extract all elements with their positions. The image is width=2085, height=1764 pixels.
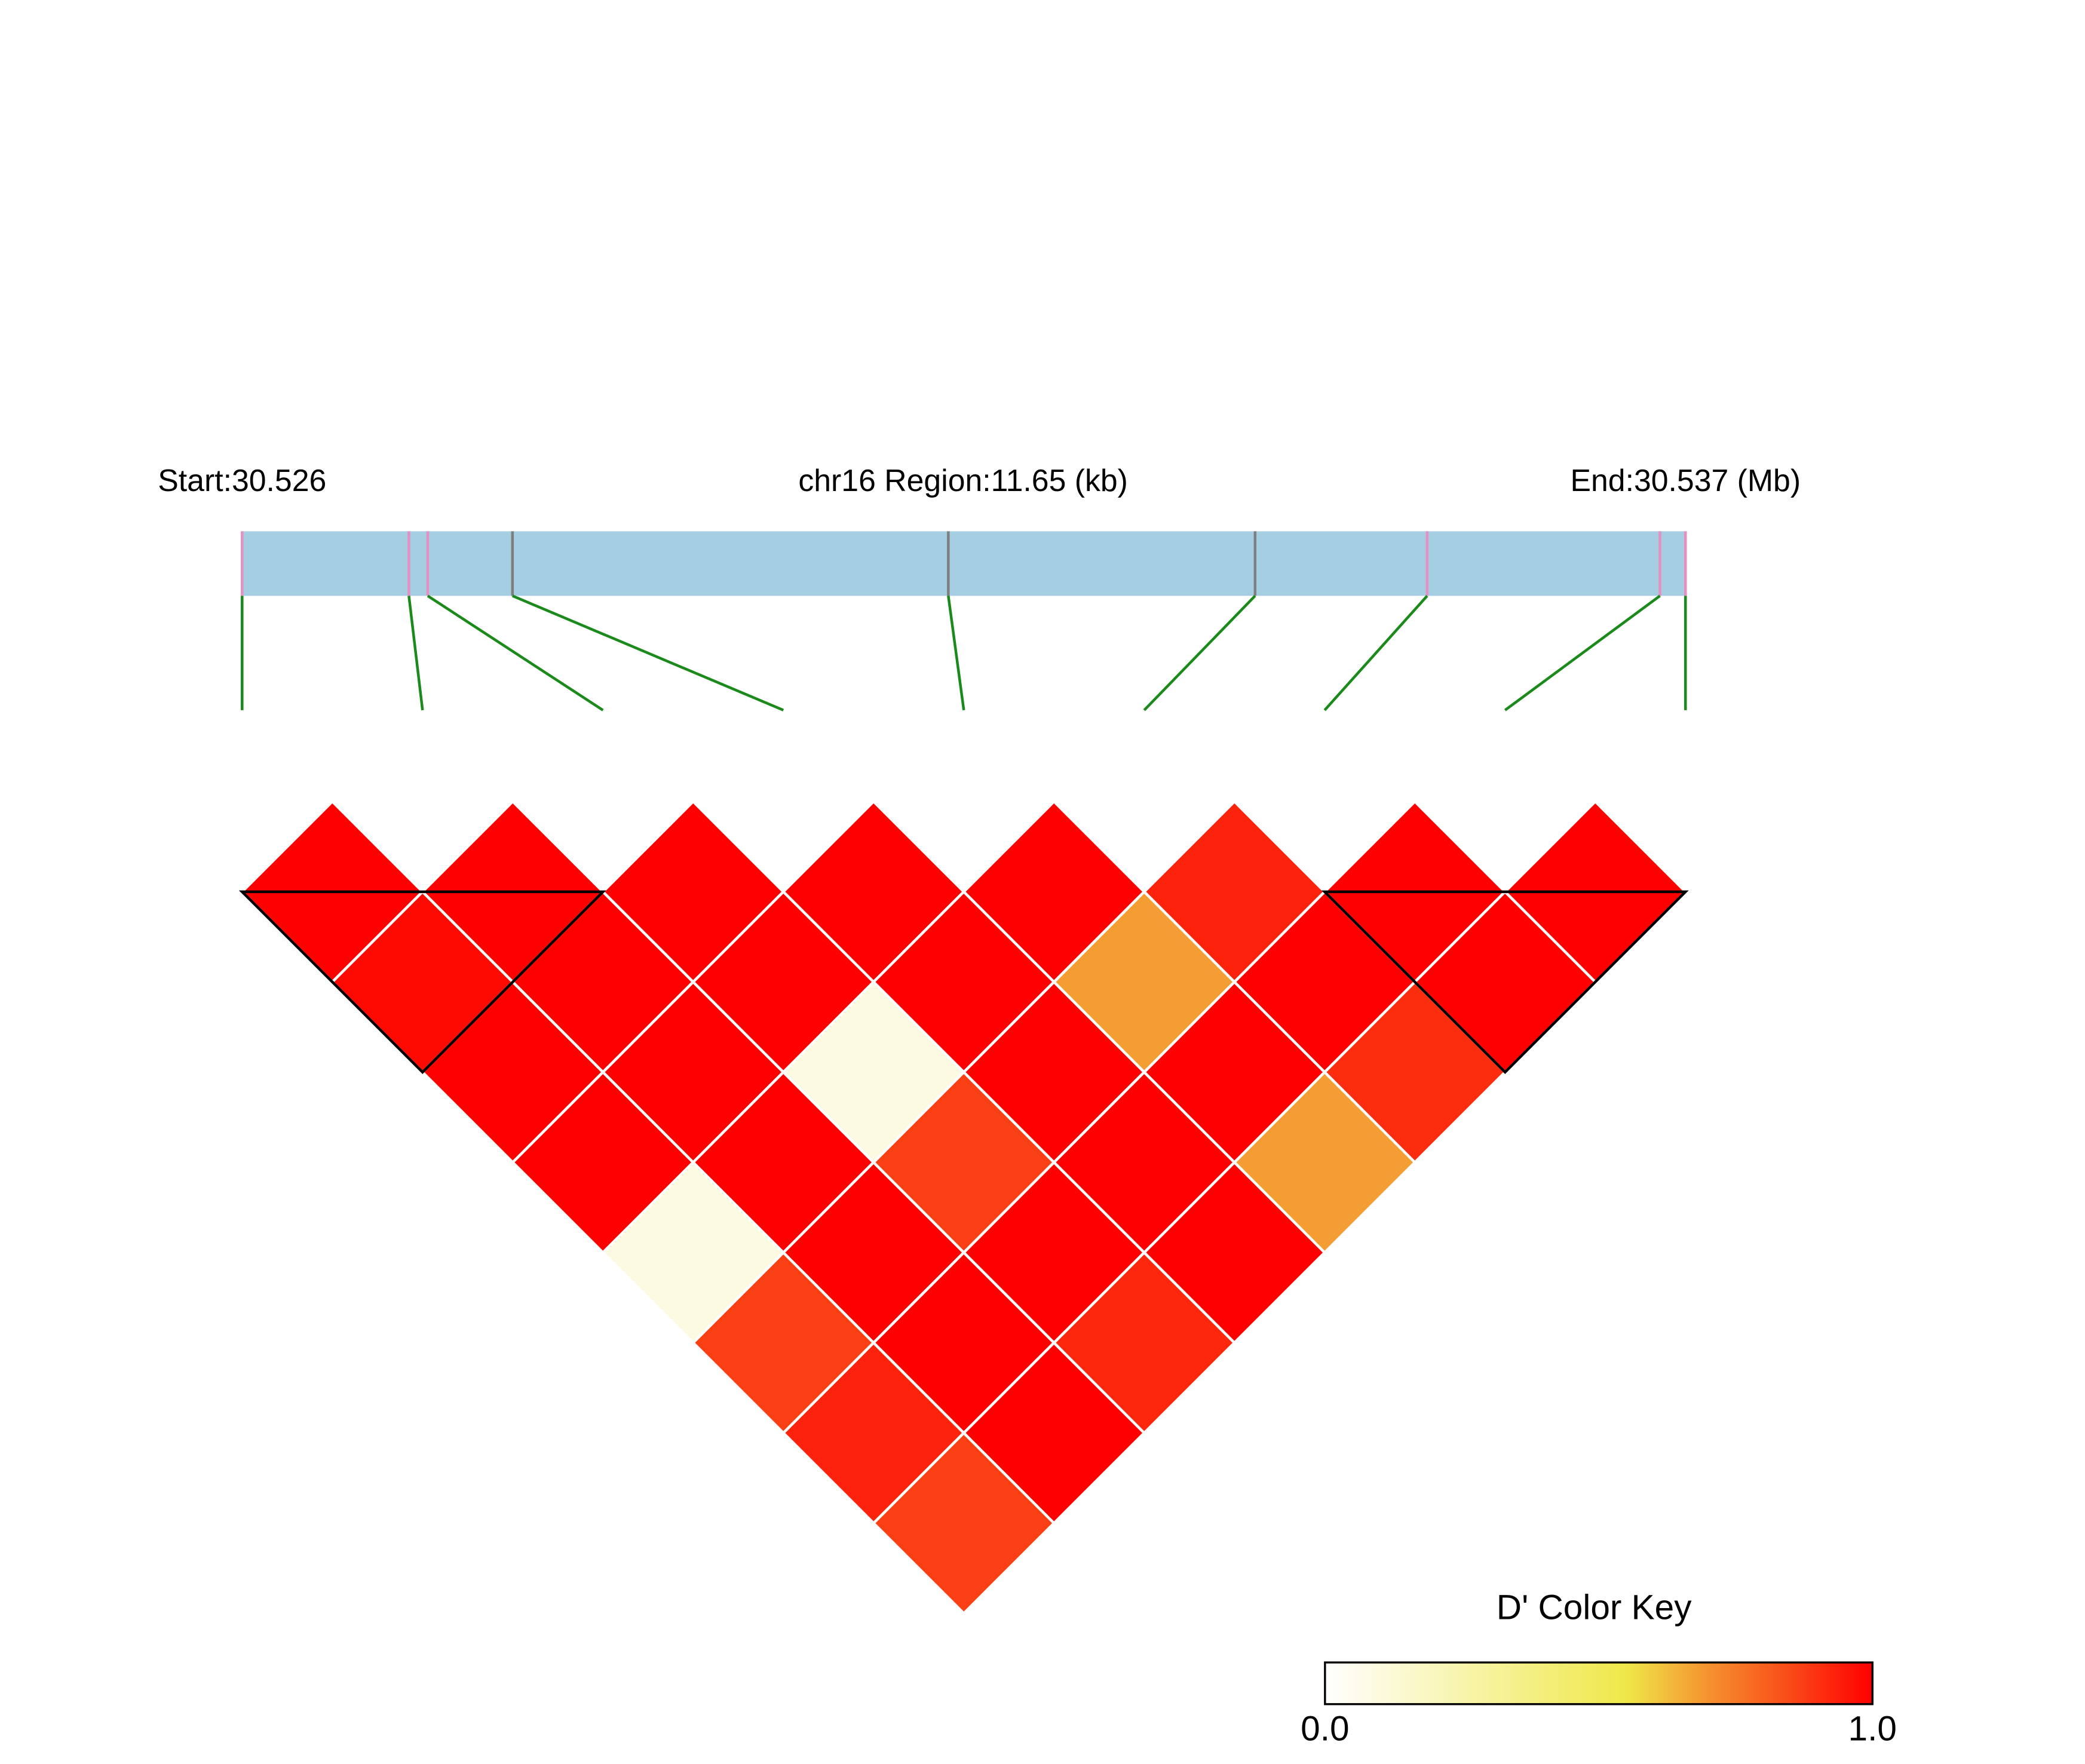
key-tick-label: 0.0 [1301, 1709, 1349, 1748]
haplotype-block [238, 890, 606, 1075]
snp-connector [1504, 594, 1661, 711]
end-label: End:30.537 (Mb) [1570, 463, 1801, 498]
snp-connector [1323, 594, 1428, 711]
start-label: Start:30.526 [158, 463, 326, 498]
snp-connector [947, 596, 965, 711]
snp-connector [511, 594, 784, 711]
snp-connector [407, 596, 424, 711]
snp-connector [1143, 594, 1256, 711]
region-label: chr16 Region:11.65 (kb) [798, 463, 1128, 498]
color-key [1324, 1661, 1874, 1705]
key-title: D' Color Key [1497, 1588, 1692, 1627]
key-tick-label: 1.0 [1848, 1709, 1897, 1748]
region-bar [242, 531, 1686, 596]
snp-connector [427, 594, 604, 711]
haplotype-block [1321, 890, 1689, 1075]
